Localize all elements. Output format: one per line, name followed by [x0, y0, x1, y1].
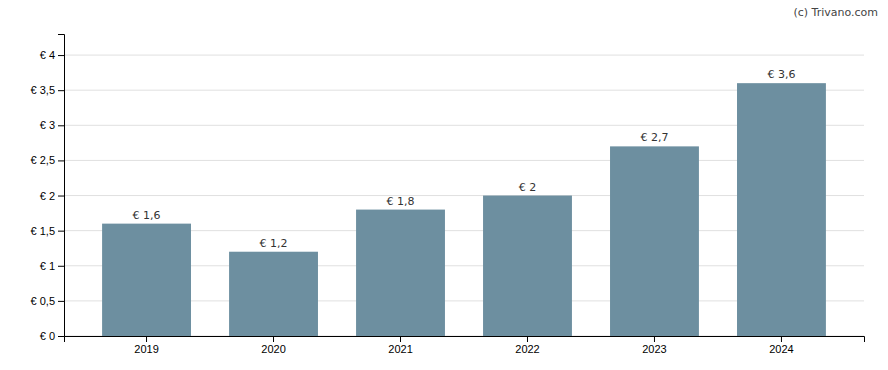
y-tick-label: € 4	[40, 49, 55, 61]
y-tick-mark	[58, 301, 64, 302]
y-tick-label: € 3,5	[31, 84, 55, 96]
x-tick-label: 2021	[388, 343, 412, 355]
grid-line	[64, 55, 864, 56]
watermark: (c) Trivano.com	[793, 6, 878, 19]
data-label: € 1,2	[260, 237, 288, 250]
data-label: € 2,7	[640, 131, 668, 144]
chart-svg: € 1,6 € 1,2 € 1,8 € 2 € 2,7 € 3,6 2019 2020 2021…	[0, 0, 888, 370]
y-tick: € 3	[40, 119, 64, 131]
y-tick-label: € 2	[40, 190, 55, 202]
data-labels: € 1,6 € 1,2 € 1,8 € 2 € 2,7 € 3,6	[133, 68, 796, 250]
y-tick-mark	[58, 125, 64, 126]
x-tick-mark	[781, 336, 782, 342]
y-tick: € 3,5	[31, 84, 64, 96]
y-tick-label: € 0,5	[31, 295, 55, 307]
x-axis-line	[65, 337, 865, 343]
x-axis: 2019 2020 2021 2022 2023 2024	[65, 336, 865, 355]
y-tick: € 0	[40, 330, 64, 342]
x-tick-label: 2020	[261, 343, 285, 355]
bar	[102, 224, 191, 336]
x-tick: 2023	[642, 336, 666, 355]
bar	[356, 210, 445, 336]
y-tick: € 4	[40, 49, 64, 61]
x-tick: 2021	[388, 336, 412, 355]
annotations: (c) Trivano.com	[793, 6, 878, 19]
y-axis-line	[58, 35, 65, 337]
data-label: € 1,8	[387, 195, 415, 208]
y-tick-label: € 2,5	[31, 154, 55, 166]
y-tick-mark	[58, 55, 64, 56]
y-tick: € 0,5	[31, 295, 64, 307]
y-tick-label: € 0	[40, 330, 55, 342]
x-tick-mark	[654, 336, 655, 342]
y-axis: € 0 € 0,5 € 1 € 1,5 € 2 € 2,5 € 3 € 3,5 € 4	[31, 35, 65, 343]
bar	[610, 146, 699, 336]
y-tick: € 1,5	[31, 225, 64, 237]
chart-container: € 1,6 € 1,2 € 1,8 € 2 € 2,7 € 3,6 2019 2020 2021…	[0, 0, 888, 370]
y-tick-mark	[58, 231, 64, 232]
bars	[102, 83, 826, 336]
y-tick-mark	[58, 266, 64, 267]
y-tick-label: € 1	[40, 260, 55, 272]
x-tick-label: 2019	[134, 343, 158, 355]
x-tick-mark	[273, 336, 274, 342]
y-tick-mark	[58, 336, 64, 337]
x-tick: 2020	[261, 336, 285, 355]
data-label: € 1,6	[133, 209, 161, 222]
x-tick: 2024	[769, 336, 793, 355]
x-tick-label: 2022	[515, 343, 539, 355]
data-label: € 3,6	[767, 68, 795, 81]
y-tick-mark	[58, 160, 64, 161]
y-tick-label: € 3	[40, 119, 55, 131]
y-tick-mark	[58, 90, 64, 91]
x-tick-mark	[527, 336, 528, 342]
x-tick: 2019	[134, 336, 158, 355]
y-tick-mark	[58, 196, 64, 197]
bar	[737, 83, 826, 336]
bar	[483, 196, 572, 336]
y-tick-label: € 1,5	[31, 225, 55, 237]
grid	[64, 55, 864, 336]
x-tick-label: 2023	[642, 343, 666, 355]
y-tick: € 2,5	[31, 154, 64, 166]
y-tick: € 1	[40, 260, 64, 272]
x-tick-mark	[146, 336, 147, 342]
y-tick: € 2	[40, 190, 64, 202]
bar	[229, 252, 318, 336]
x-tick: 2022	[515, 336, 539, 355]
data-label: € 2	[519, 181, 537, 194]
x-tick-mark	[400, 336, 401, 342]
x-tick-label: 2024	[769, 343, 793, 355]
